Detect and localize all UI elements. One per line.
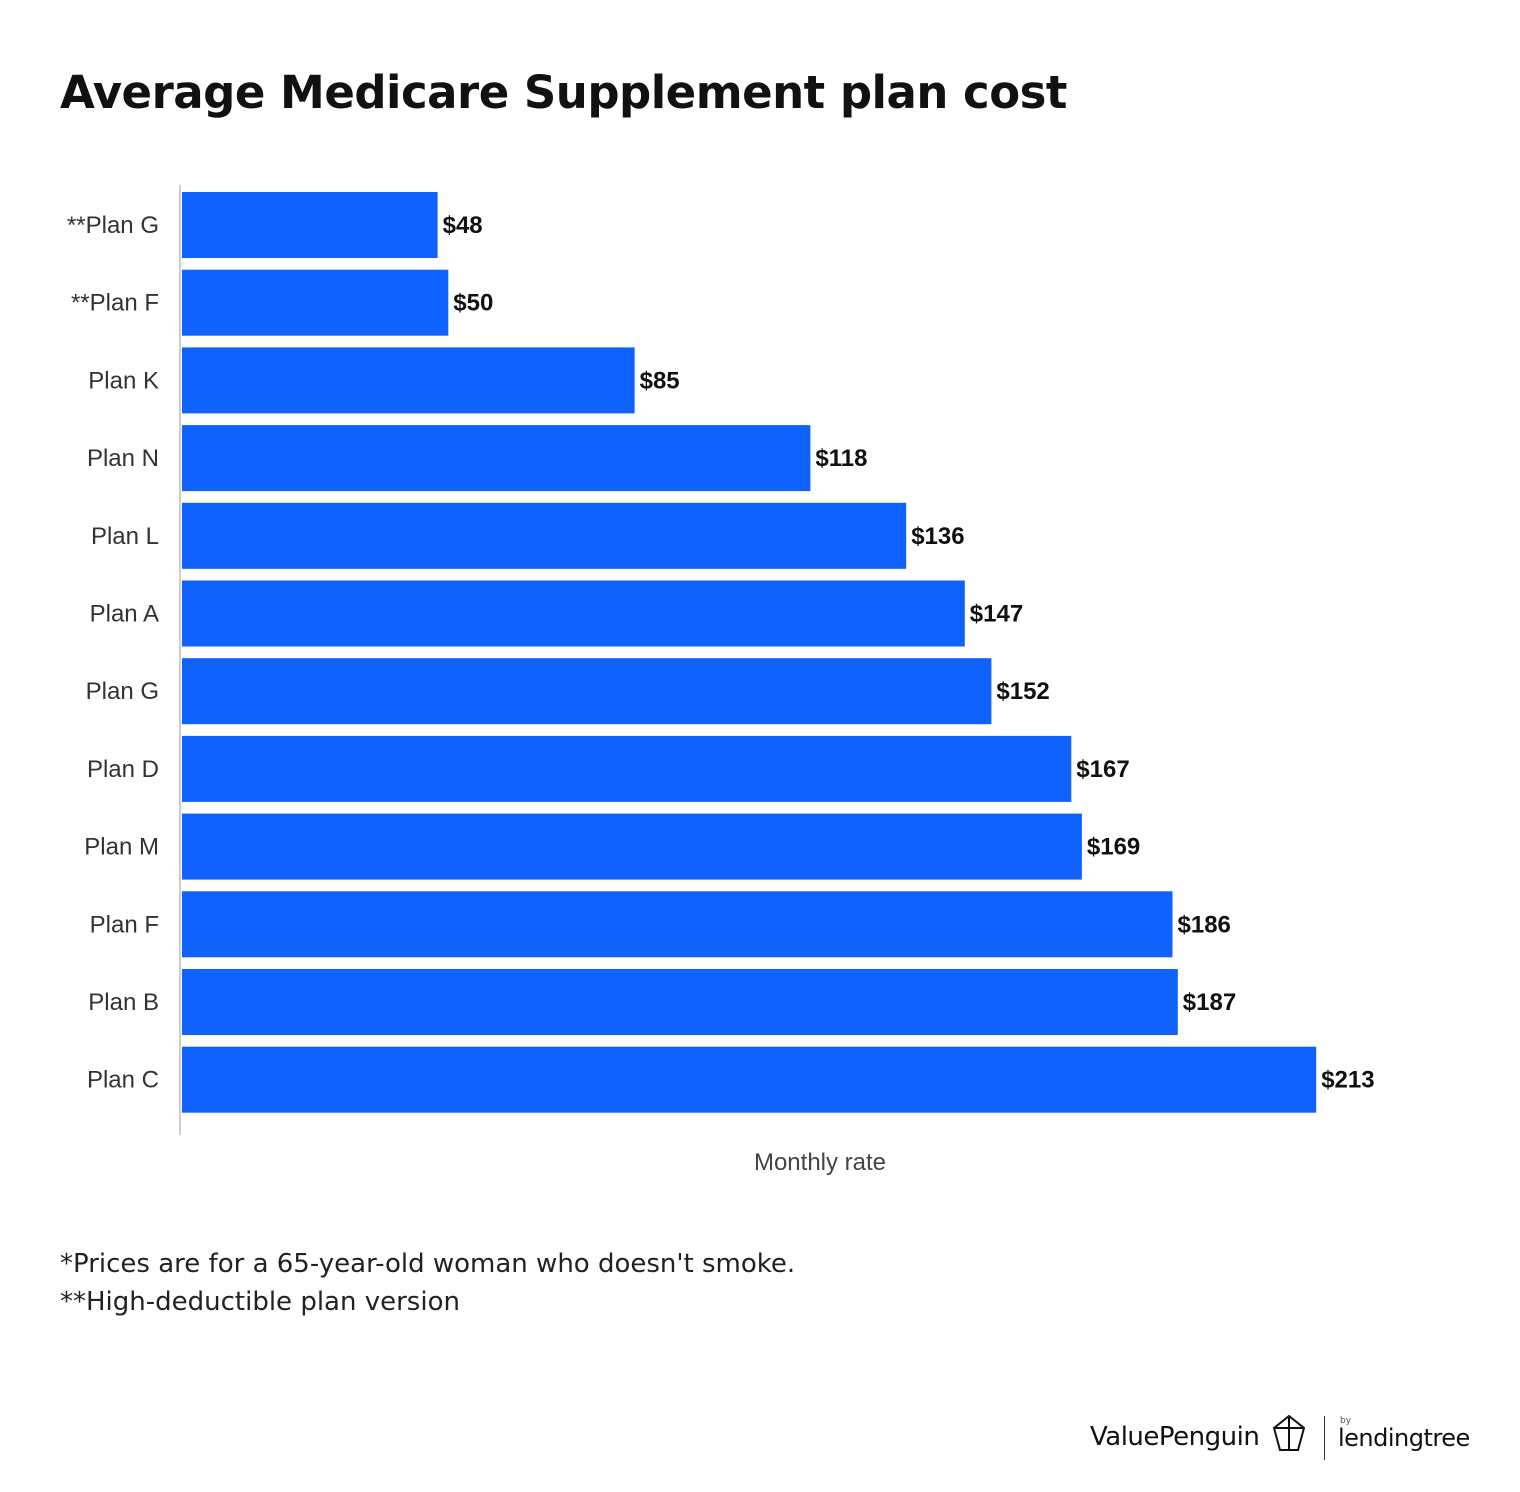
bar-4 bbox=[182, 425, 811, 492]
footnote-prices: *Prices are for a 65-year-old woman who … bbox=[60, 1249, 796, 1279]
bar-12 bbox=[182, 1046, 1317, 1113]
bar-1 bbox=[182, 192, 438, 258]
bar-6 bbox=[182, 580, 965, 647]
bar-value-label: $167 bbox=[1076, 756, 1129, 783]
bar-2 bbox=[182, 269, 449, 336]
y-tick-label: Plan D bbox=[87, 756, 159, 783]
y-tick-label: **Plan F bbox=[71, 290, 159, 317]
bar-8 bbox=[182, 735, 1072, 802]
y-tick-label: Plan G bbox=[86, 678, 159, 705]
value-labels-group: $48 $50 $85 $118 $136 $147 $152 $167 $169 $186 $18… bbox=[443, 212, 1375, 1094]
x-axis-title: Monthly rate bbox=[754, 1149, 886, 1176]
bar-value-label: $152 bbox=[996, 678, 1049, 705]
bar-value-label: $213 bbox=[1321, 1067, 1374, 1094]
bar-3 bbox=[182, 347, 635, 414]
tick-labels-group: **Plan G **Plan F Plan K Plan N Plan L Plan A… bbox=[67, 212, 159, 1094]
bar-chart: **Plan G **Plan F Plan K Plan N Plan L Plan A… bbox=[67, 185, 1375, 1176]
footnotes: *Prices are for a 65-year-old woman who … bbox=[60, 1245, 795, 1321]
chart-title: Average Medicare Supplement plan cost bbox=[60, 66, 1067, 119]
brand-divider bbox=[1324, 1416, 1325, 1460]
bar-7 bbox=[182, 658, 992, 725]
y-tick-label: Plan N bbox=[87, 445, 159, 472]
bar-11 bbox=[182, 969, 1178, 1035]
y-tick-label: Plan L bbox=[91, 523, 159, 550]
brand-by-text: by bbox=[1340, 1416, 1352, 1426]
bar-value-label: $147 bbox=[970, 601, 1023, 628]
bar-value-label: $118 bbox=[815, 445, 867, 472]
bar-5 bbox=[182, 502, 907, 569]
bar-9 bbox=[182, 813, 1082, 880]
bar-value-label: $48 bbox=[443, 212, 483, 239]
lendingtree-logo-text: lendingtree bbox=[1338, 1424, 1470, 1452]
bar-value-label: $50 bbox=[453, 290, 493, 317]
y-tick-label: Plan B bbox=[88, 989, 159, 1016]
bars-group bbox=[182, 192, 1317, 1113]
penguin-logo-icon bbox=[1270, 1414, 1308, 1459]
valuepenguin-logo-text: ValuePenguin bbox=[1090, 1422, 1260, 1452]
y-tick-label: **Plan G bbox=[67, 212, 159, 239]
bar-10 bbox=[182, 891, 1173, 958]
bar-value-label: $186 bbox=[1178, 911, 1231, 938]
bar-value-label: $187 bbox=[1183, 989, 1236, 1016]
y-tick-label: Plan F bbox=[90, 911, 159, 938]
bar-value-label: $136 bbox=[911, 523, 964, 550]
y-tick-label: Plan K bbox=[88, 367, 159, 394]
bar-value-label: $169 bbox=[1087, 834, 1140, 861]
footnote-high-deductible: **High-deductible plan version bbox=[60, 1287, 460, 1317]
y-tick-label: Plan A bbox=[90, 601, 159, 628]
bar-value-label: $85 bbox=[640, 367, 680, 394]
y-tick-label: Plan C bbox=[87, 1067, 159, 1094]
y-tick-label: Plan M bbox=[84, 834, 159, 861]
branding: ValuePenguin by lendingtree bbox=[1090, 1408, 1470, 1468]
